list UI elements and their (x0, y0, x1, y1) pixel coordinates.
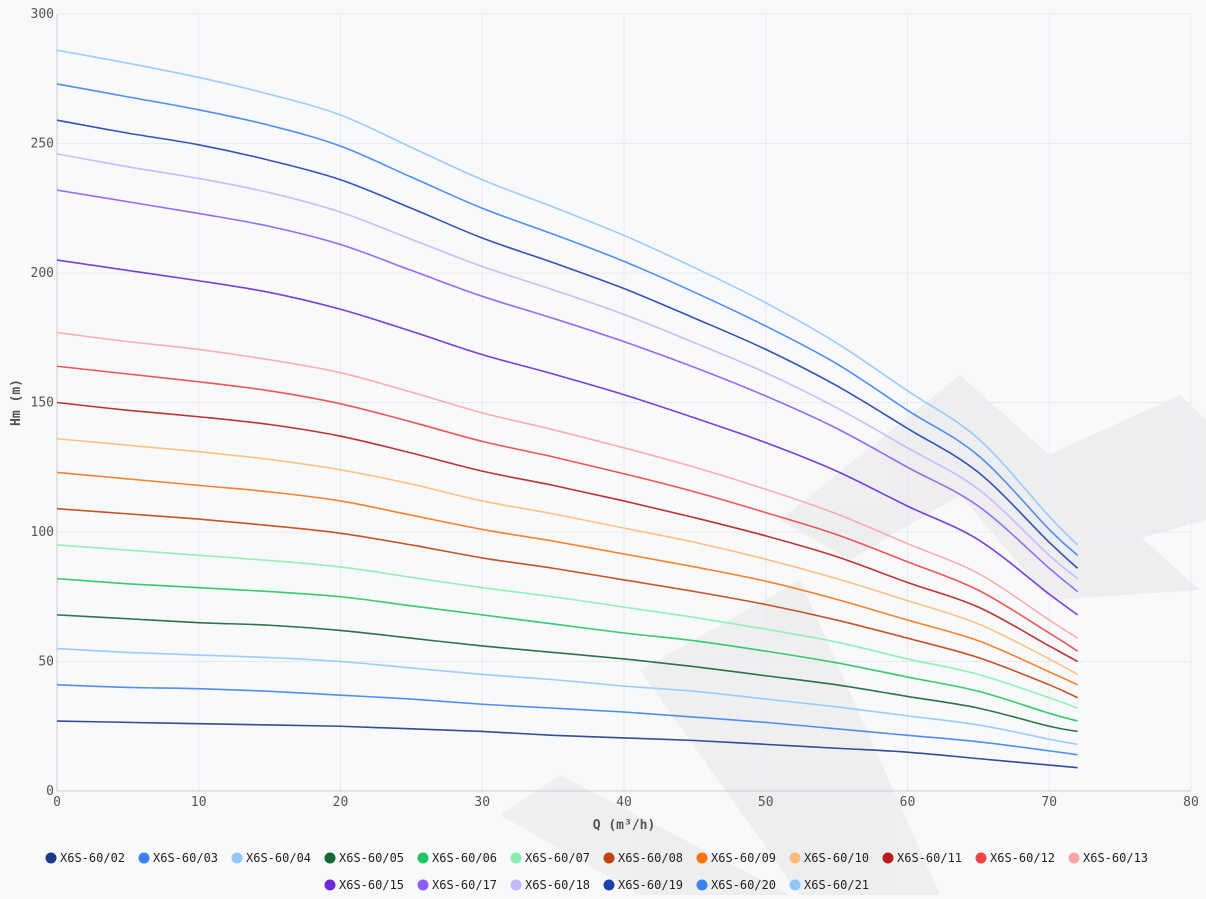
series-line-x6s-60-09 (56, 471, 1078, 686)
legend-label: X6S-60/06 (432, 851, 497, 865)
series-lines (56, 49, 1079, 769)
legend-swatch (324, 879, 336, 891)
legend-swatch (138, 852, 150, 864)
axes: 0 50 100 150 200 250 300 0 10 20 30 40 50 60 70 80 Q (m³… (9, 7, 1199, 833)
legend-item[interactable]: X6S-60/09 (696, 851, 777, 865)
y-tick-label: 50 (38, 655, 54, 670)
series-line-x6s-60-12 (56, 365, 1079, 652)
legend-item[interactable]: X6S-60/15 (324, 878, 405, 892)
grid (56, 13, 1192, 792)
series-line-x6s-60-02 (56, 720, 1078, 769)
legend-swatch (696, 852, 708, 864)
series-line-x6s-60-07 (56, 544, 1078, 709)
legend-label: X6S-60/08 (618, 851, 683, 865)
series-line-x6s-60-18 (56, 153, 1079, 580)
x-tick-label: 50 (758, 795, 774, 810)
legend-swatch (510, 879, 522, 891)
legend-swatch (45, 852, 57, 864)
legend-item[interactable]: X6S-60/20 (696, 878, 777, 892)
y-tick-label: 250 (31, 137, 54, 152)
legend-item[interactable]: X6S-60/17 (417, 878, 498, 892)
legend-swatch (231, 852, 243, 864)
legend-label: X6S-60/02 (60, 851, 125, 865)
series-line-x6s-60-15 (56, 259, 1079, 616)
y-tick-label: 100 (31, 525, 54, 540)
y-tick-label: 300 (31, 7, 54, 22)
legend-swatch (417, 852, 429, 864)
legend-swatch (882, 852, 894, 864)
x-tick-label: 30 (474, 795, 490, 810)
series-line-x6s-60-13 (56, 331, 1079, 639)
legend-label: X6S-60/03 (153, 851, 218, 865)
x-tick-label: 60 (900, 795, 916, 810)
legend-swatch (1068, 852, 1080, 864)
legend-swatch (789, 852, 801, 864)
legend-item[interactable]: X6S-60/03 (138, 851, 219, 865)
series-line-x6s-60-08 (56, 507, 1078, 699)
legend-label: X6S-60/19 (618, 878, 683, 892)
legend-item[interactable]: X6S-60/21 (789, 878, 870, 892)
legend-label: X6S-60/15 (339, 878, 404, 892)
series-line-x6s-60-03 (56, 684, 1078, 756)
legend-label: X6S-60/12 (990, 851, 1055, 865)
legend-label: X6S-60/20 (711, 878, 776, 892)
legend-label: X6S-60/05 (339, 851, 404, 865)
series-line-x6s-60-11 (56, 401, 1078, 663)
legend-swatch (696, 879, 708, 891)
x-tick-label: 20 (333, 795, 349, 810)
y-axis-title: Hm (m) (9, 379, 24, 426)
legend-item[interactable]: X6S-60/19 (603, 878, 684, 892)
legend: X6S-60/02 X6S-60/03 X6S-60/04 X6S-60/05 X6S-… (45, 851, 1149, 892)
legend-swatch (417, 879, 429, 891)
legend-item[interactable]: X6S-60/12 (975, 851, 1056, 865)
legend-label: X6S-60/10 (804, 851, 869, 865)
series-line-x6s-60-06 (56, 577, 1078, 722)
legend-item[interactable]: X6S-60/05 (324, 851, 405, 865)
legend-item[interactable]: X6S-60/13 (1068, 851, 1149, 865)
legend-label: X6S-60/13 (1083, 851, 1148, 865)
legend-label: X6S-60/09 (711, 851, 776, 865)
y-tick-label: 0 (46, 784, 54, 799)
legend-item[interactable]: X6S-60/04 (231, 851, 312, 865)
series-line-x6s-60-04 (56, 647, 1078, 746)
series-line-x6s-60-05 (56, 614, 1078, 733)
legend-swatch (510, 852, 522, 864)
legend-label: X6S-60/21 (804, 878, 869, 892)
legend-swatch (603, 879, 615, 891)
series-line-x6s-60-21 (56, 49, 1079, 546)
x-tick-label: 10 (191, 795, 207, 810)
legend-item[interactable]: X6S-60/10 (789, 851, 870, 865)
series-line-x6s-60-19 (56, 119, 1079, 569)
legend-item[interactable]: X6S-60/11 (882, 851, 963, 865)
y-tick-label: 200 (31, 266, 54, 281)
x-tick-label: 80 (1183, 795, 1199, 810)
legend-item[interactable]: X6S-60/07 (510, 851, 591, 865)
legend-swatch (603, 852, 615, 864)
x-tick-label: 0 (53, 795, 61, 810)
x-tick-label: 40 (616, 795, 632, 810)
series-line-x6s-60-10 (56, 437, 1078, 676)
legend-item[interactable]: X6S-60/06 (417, 851, 498, 865)
x-tick-label: 70 (1041, 795, 1057, 810)
legend-swatch (789, 879, 801, 891)
legend-label: X6S-60/04 (246, 851, 311, 865)
legend-swatch (975, 852, 987, 864)
legend-label: X6S-60/11 (897, 851, 962, 865)
legend-swatch (324, 852, 336, 864)
legend-item[interactable]: X6S-60/18 (510, 878, 591, 892)
legend-label: X6S-60/07 (525, 851, 590, 865)
legend-item[interactable]: X6S-60/02 (45, 851, 126, 865)
legend-label: X6S-60/17 (432, 878, 497, 892)
series-line-x6s-60-17 (56, 189, 1079, 593)
legend-label: X6S-60/18 (525, 878, 590, 892)
watermark (500, 375, 1206, 895)
series-line-x6s-60-20 (56, 83, 1079, 556)
x-axis-title: Q (m³/h) (593, 818, 656, 833)
legend-item[interactable]: X6S-60/08 (603, 851, 684, 865)
y-tick-label: 150 (31, 396, 54, 411)
